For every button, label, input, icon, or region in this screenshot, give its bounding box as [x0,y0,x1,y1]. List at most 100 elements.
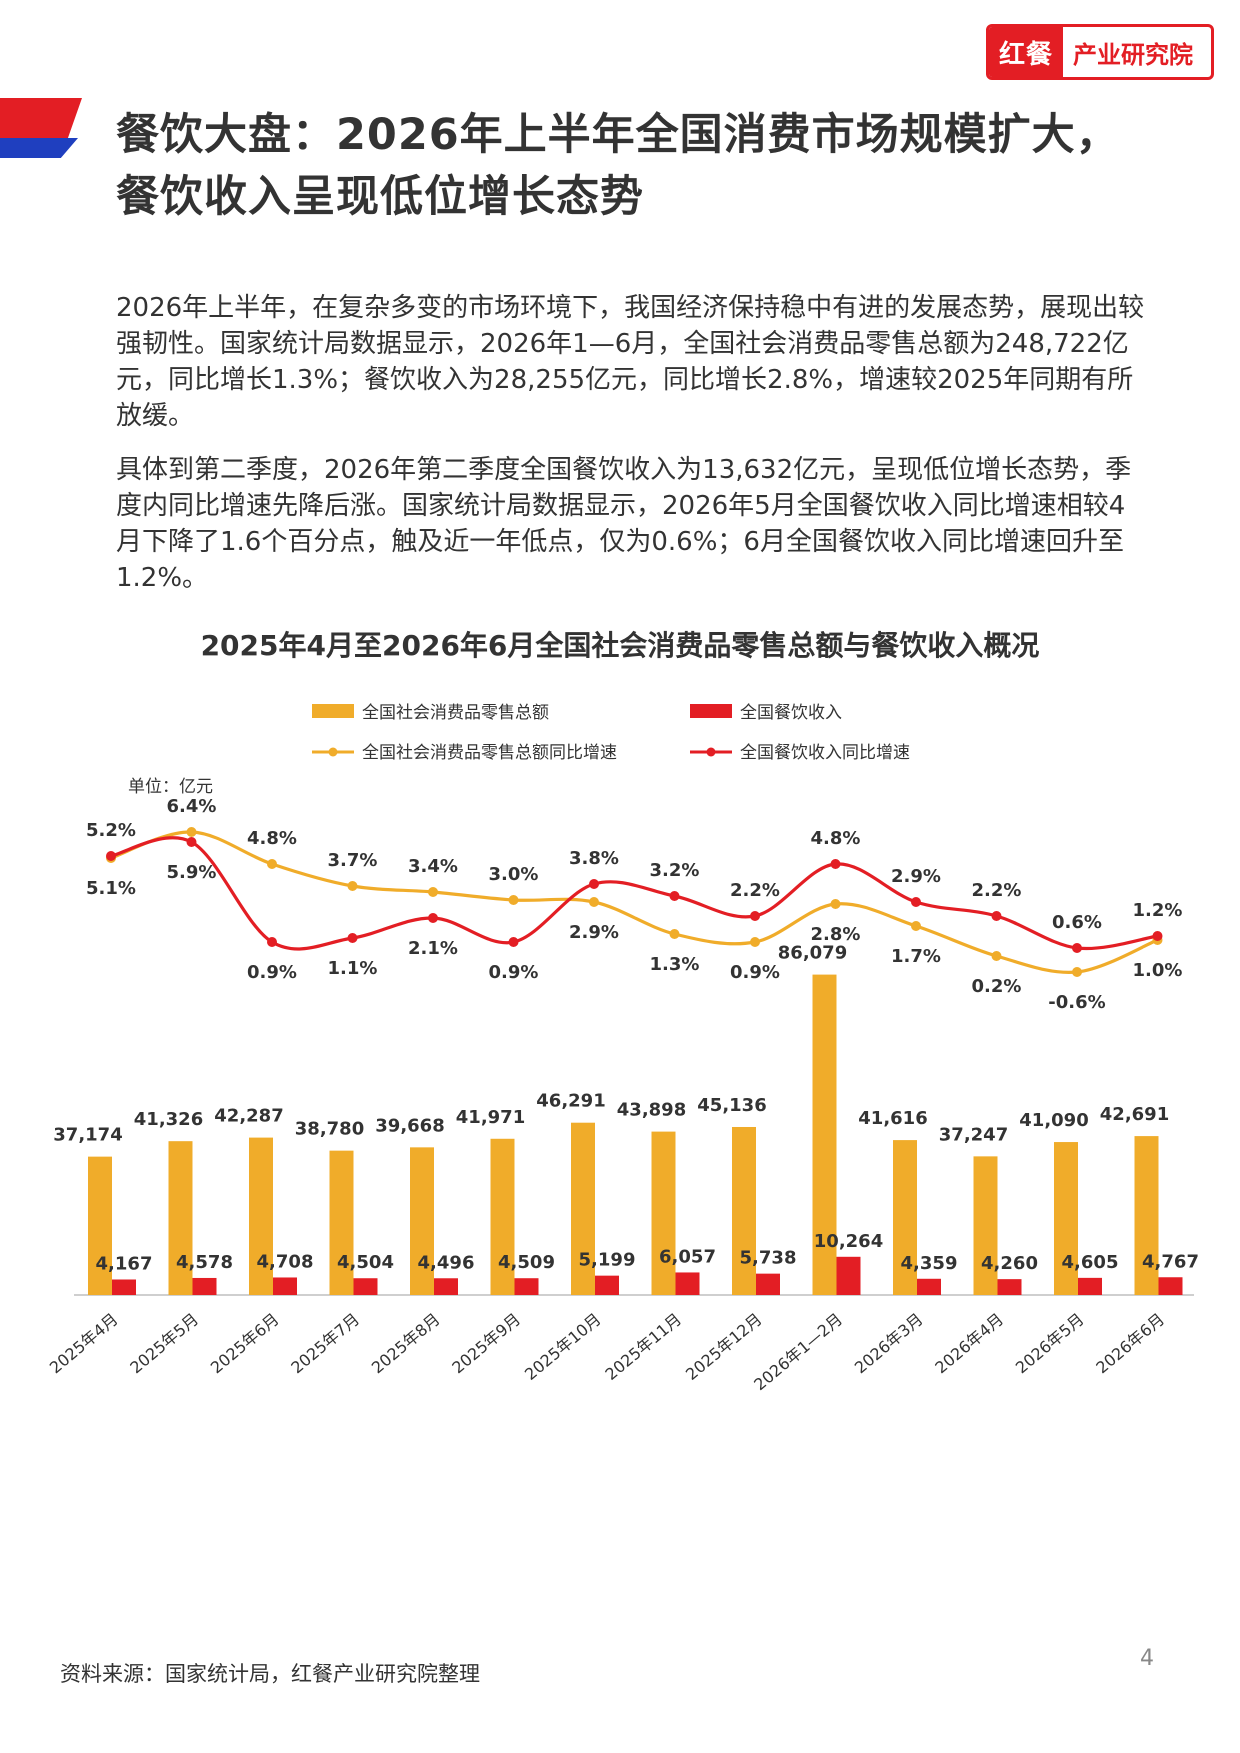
chart-title: 2025年4月至2026年6月全国社会消费品零售总额与餐饮收入概况 [200,629,1040,662]
x-tick-label: 2025年4月 [46,1310,122,1378]
line-series-retail-growth [110,830,1159,975]
bar-label-catering: 10,264 [814,1231,883,1252]
bar-label-retail: 46,291 [536,1091,605,1112]
line-data-label: 4.8% [247,828,297,849]
line-data-label: 0.9% [247,962,297,983]
line-data-label: 5.1% [86,878,136,899]
bar-label-retail: 37,247 [939,1124,1008,1145]
line-point-catering [991,911,1002,921]
line-point-catering [508,937,519,947]
bar-retail [490,1138,515,1295]
bar-label-catering: 4,708 [257,1251,314,1272]
bar-label-catering: 4,767 [1142,1251,1199,1272]
body-paragraph-1: 2026年上半年，在复杂多变的市场环境下，我国经济保持稳中有进的发展态势，展现出… [116,293,1145,431]
bar-label-catering: 4,504 [337,1252,394,1273]
x-tick-label: 2025年8月 [368,1310,444,1378]
x-tick-label: 2025年10月 [521,1310,605,1384]
x-tick-label: 2025年11月 [602,1310,686,1384]
line-point-retail [991,951,1002,961]
logo-text: 产业研究院 [1073,40,1194,69]
bar-catering [192,1277,217,1295]
line-data-label: 0.9% [489,962,539,983]
line-point-catering [428,913,438,923]
line-point-catering [186,837,197,847]
line-data-label: -0.6% [1048,992,1105,1013]
line-data-label: 0.9% [730,962,780,983]
bar-catering [112,1279,136,1295]
line-data-label: 0.6% [1052,912,1102,933]
line-data-label: 0.2% [972,976,1022,997]
bar-catering [595,1275,619,1295]
bar-label-catering: 5,199 [579,1250,636,1271]
line-data-label: 2.9% [569,922,619,943]
bar-label-catering: 4,605 [1062,1252,1119,1273]
bar-retail [88,1156,112,1295]
bar-retail [893,1140,917,1295]
bar-catering [353,1278,378,1295]
x-tick-label: 2025年7月 [287,1310,363,1378]
bar-catering [836,1256,861,1295]
line-point-catering [830,859,841,869]
bar-label-catering: 4,359 [901,1253,958,1274]
line-data-label: 2.2% [730,880,780,901]
bar-label-catering: 4,578 [176,1252,233,1273]
line-point-catering [669,891,680,901]
x-tick-label: 2026年4月 [931,1310,1007,1378]
bar-label-retail: 45,136 [697,1095,766,1116]
bar-label-catering: 4,496 [418,1252,475,1273]
line-data-label: 2.9% [891,866,941,887]
bar-catering [1078,1277,1102,1295]
bar-label-retail: 41,326 [134,1109,203,1130]
line-point-retail [267,859,277,869]
bar-label-catering: 4,260 [981,1253,1038,1274]
page-number: 4 [1140,1646,1154,1671]
bar-retail [812,974,837,1295]
line-data-label: 5.2% [86,820,136,841]
line-data-label: 5.9% [167,862,217,883]
line-data-label: 1.3% [650,954,700,975]
line-point-retail [589,897,599,907]
line-point-retail [669,929,680,939]
bar-retail [168,1141,193,1295]
line-data-label: 2.2% [972,880,1022,901]
bar-catering [434,1278,458,1295]
legend-swatch-bar [312,704,354,718]
line-point-retail [347,881,358,891]
bar-retail [571,1122,595,1295]
line-point-catering [347,933,358,943]
x-tick-label: 2025年9月 [448,1310,524,1378]
line-data-label: 1.1% [328,958,378,979]
bar-catering [997,1279,1022,1295]
bar-catering [1158,1277,1183,1295]
page-title: 餐饮大盘：2026年上半年全国消费市场规模扩大，餐饮收入呈现低位增长态势 [116,110,1120,222]
bar-label-retail: 38,780 [295,1119,364,1140]
bar-label-retail: 43,898 [617,1100,686,1121]
bar-label-catering: 4,167 [96,1253,153,1274]
line-data-label: 3.0% [489,864,539,885]
line-data-label: 3.7% [328,850,378,871]
bar-catering [675,1272,700,1295]
bar-retail [1134,1136,1159,1295]
bar-label-retail: 39,668 [375,1115,444,1136]
footer-source: 资料来源：国家统计局，红餐产业研究院整理 [60,1662,480,1686]
line-point-retail [830,899,841,909]
bar-label-catering: 4,509 [498,1252,555,1273]
x-tick-label: 2025年6月 [207,1310,283,1378]
line-data-label: 1.7% [891,946,941,967]
bar-catering [917,1278,941,1295]
bar-retail [732,1126,756,1295]
line-data-label: 3.8% [569,848,619,869]
line-point-retail [508,895,519,905]
bar-label-retail: 41,090 [1019,1110,1088,1131]
bar-label-retail: 86,079 [778,943,847,964]
bar-retail [410,1147,434,1295]
unit-label: 单位：亿元 [128,777,213,797]
bar-label-retail: 42,287 [214,1106,283,1127]
line-point-catering [750,911,760,921]
title-accent-red [0,98,82,140]
legend-swatch-dot [706,747,716,757]
legend-label: 全国社会消费品零售总额 [362,703,549,723]
bar-label-retail: 41,616 [858,1108,927,1129]
x-tick-label: 2026年6月 [1092,1310,1168,1378]
line-point-retail [750,937,760,947]
